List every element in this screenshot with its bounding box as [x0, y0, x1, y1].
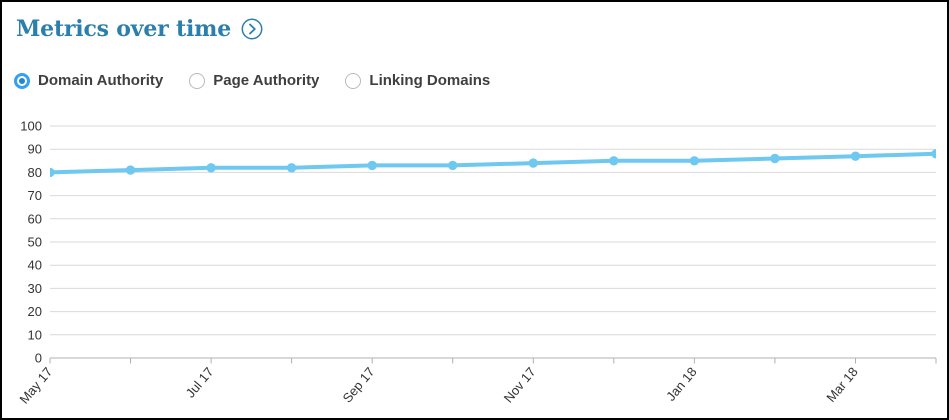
svg-text:Sep 17: Sep 17 — [340, 364, 378, 405]
svg-text:20: 20 — [28, 304, 42, 319]
svg-text:50: 50 — [28, 235, 42, 250]
svg-text:100: 100 — [20, 119, 42, 134]
radio-unselected-icon[interactable] — [345, 72, 362, 89]
radio-selected-icon[interactable] — [14, 72, 30, 89]
svg-text:70: 70 — [28, 188, 42, 203]
svg-text:60: 60 — [28, 211, 42, 226]
svg-text:10: 10 — [28, 327, 42, 342]
panel-header: Metrics over time — [16, 16, 263, 42]
svg-text:0: 0 — [35, 351, 42, 366]
svg-text:90: 90 — [28, 142, 42, 157]
radio-option-domain-authority[interactable]: Domain Authority — [14, 72, 163, 89]
metric-radio-group: Domain Authority Page Authority Linking Do… — [14, 72, 490, 89]
radio-label: Page Authority — [213, 72, 320, 89]
svg-text:Mar 18: Mar 18 — [823, 364, 861, 405]
svg-text:30: 30 — [28, 281, 42, 296]
svg-text:May 17: May 17 — [16, 364, 55, 406]
svg-text:80: 80 — [28, 165, 42, 180]
radio-label: Linking Domains — [369, 72, 491, 89]
radio-unselected-icon[interactable] — [189, 72, 206, 89]
page-title: Metrics over time — [16, 16, 231, 42]
svg-text:Jul 17: Jul 17 — [183, 364, 217, 400]
svg-text:40: 40 — [28, 258, 42, 273]
domain-authority-chart: 0 10 20 30 40 50 60 70 80 90 100 May 17 Jul 17 Sep 17… — [16, 119, 937, 407]
radio-option-linking-domains[interactable]: Linking Domains — [345, 72, 490, 89]
svg-text:Jan 18: Jan 18 — [663, 364, 700, 404]
svg-text:Nov 17: Nov 17 — [501, 364, 539, 405]
chevron-right-circle-icon[interactable] — [241, 18, 263, 40]
radio-option-page-authority[interactable]: Page Authority — [189, 72, 319, 89]
radio-label: Domain Authority — [38, 72, 164, 89]
